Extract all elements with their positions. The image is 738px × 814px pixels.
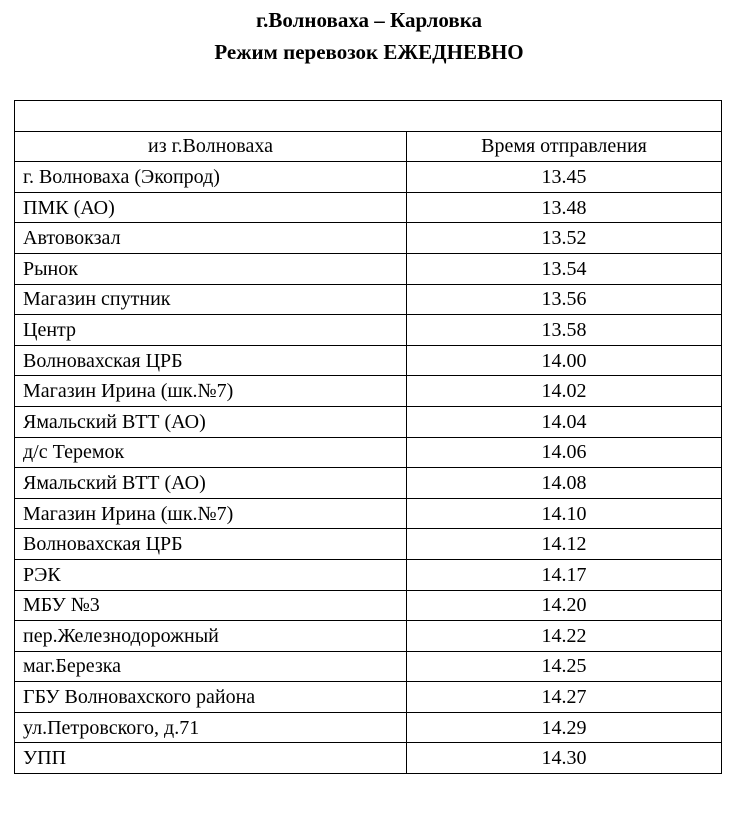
table-row: Ямальский ВТТ (АО) 14.04 <box>14 405 722 438</box>
stop-name: Магазин Ирина (шк.№7) <box>14 375 407 407</box>
schedule-table: из г.Волноваха Время отправления г. Волн… <box>14 100 722 775</box>
departure-time: 13.45 <box>406 161 722 193</box>
departure-time: 13.58 <box>406 314 722 346</box>
table-row: РЭК 14.17 <box>14 558 722 591</box>
column-header: из г.Волноваха <box>14 130 407 163</box>
departure-time: 14.29 <box>406 711 722 744</box>
table-row: Центр 13.58 <box>14 314 722 346</box>
table-row: маг.Березка 14.25 <box>14 650 722 683</box>
departure-time: 14.25 <box>406 650 722 683</box>
departure-time: 14.12 <box>406 528 722 560</box>
table-row: МБУ №3 14.20 <box>14 589 722 622</box>
departure-time: 14.04 <box>406 405 722 438</box>
stop-name: Магазин Ирина (шк.№7) <box>14 497 407 530</box>
stop-name: Автовокзал <box>14 222 407 254</box>
stop-name: Магазин спутник <box>14 283 407 316</box>
table-row: УПП 14.30 <box>14 742 722 775</box>
stop-name: маг.Березка <box>14 650 407 683</box>
stop-name: МБУ №3 <box>14 589 407 622</box>
header-row: из г.Волноваха Время отправления <box>14 130 722 163</box>
departure-time: 14.06 <box>406 436 722 469</box>
stop-name: Волновахская ЦРБ <box>14 528 407 560</box>
departure-time: 13.48 <box>406 191 722 224</box>
stop-name: Ямальский ВТТ (АО) <box>14 467 407 499</box>
departure-time: 14.17 <box>406 558 722 591</box>
stop-name: Ямальский ВТТ (АО) <box>14 405 407 438</box>
table-row: Магазин Ирина (шк.№7) 14.02 <box>14 375 722 407</box>
stop-name: г. Волноваха (Экопрод) <box>14 161 407 193</box>
departure-time: 14.02 <box>406 375 722 407</box>
table-row: Автовокзал 13.52 <box>14 222 722 254</box>
table-row: д/с Теремок 14.06 <box>14 436 722 469</box>
table-row: г. Волноваха (Экопрод) 13.45 <box>14 161 722 193</box>
departure-time: 13.56 <box>406 283 722 316</box>
stop-name: пер.Железнодорожный <box>14 620 407 652</box>
departure-time: 13.54 <box>406 252 722 285</box>
table-row: Ямальский ВТТ (АО) 14.08 <box>14 467 722 499</box>
stop-name: Центр <box>14 314 407 346</box>
subtitle: Режим перевозок ЕЖЕДНЕВНО <box>214 40 524 64</box>
departure-time: 14.10 <box>406 497 722 530</box>
stop-name: ГБУ Волновахского района <box>14 681 407 713</box>
table-row: пер.Железнодорожный 14.22 <box>14 620 722 652</box>
stop-name: Рынок <box>14 252 407 285</box>
table-row: Магазин Ирина (шк.№7) 14.10 <box>14 497 722 530</box>
table-row: ГБУ Волновахского района 14.27 <box>14 681 722 713</box>
empty-cell <box>14 100 722 132</box>
departure-time: 14.30 <box>406 742 722 775</box>
stop-name: Волновахская ЦРБ <box>14 344 407 377</box>
table-row: Магазин спутник 13.56 <box>14 283 722 316</box>
table-row: Волновахская ЦРБ 14.00 <box>14 344 722 377</box>
empty-row <box>14 100 722 132</box>
departure-time: 14.00 <box>406 344 722 377</box>
departure-time: 14.20 <box>406 589 722 622</box>
departure-time: 14.08 <box>406 467 722 499</box>
departure-time: 14.27 <box>406 681 722 713</box>
table-row: Рынок 13.54 <box>14 252 722 285</box>
departure-time: 14.22 <box>406 620 722 652</box>
stop-name: д/с Теремок <box>14 436 407 469</box>
stop-name: РЭК <box>14 558 407 591</box>
table-row: Волновахская ЦРБ 14.12 <box>14 528 722 560</box>
table-row: ул.Петровского, д.71 14.29 <box>14 711 722 744</box>
stop-name: УПП <box>14 742 407 775</box>
departure-time: 13.52 <box>406 222 722 254</box>
stop-name: ул.Петровского, д.71 <box>14 711 407 744</box>
table-row: ПМК (АО) 13.48 <box>14 191 722 224</box>
title: г.Волноваха – Карловка <box>255 8 483 32</box>
column-header: Время отправления <box>406 130 722 163</box>
stop-name: ПМК (АО) <box>14 191 407 224</box>
